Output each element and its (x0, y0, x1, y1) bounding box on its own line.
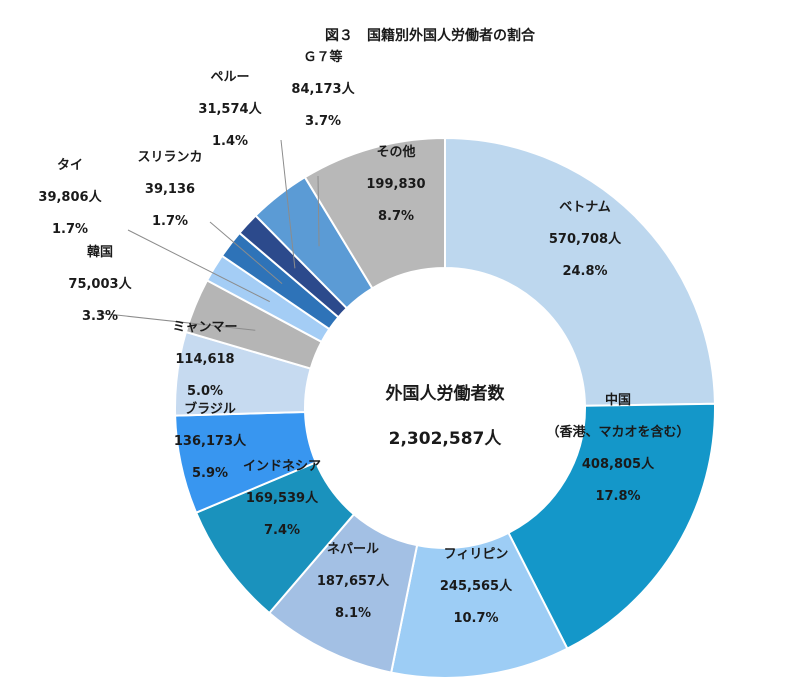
slice-4-count: 187,657人 (317, 573, 390, 589)
slice-12-pct: 3.7% (305, 114, 341, 129)
slice-5-count: 169,539人 (246, 490, 319, 506)
slice-6-label: ブラジル (184, 401, 236, 417)
slice-10-count: 39,136 (145, 182, 195, 197)
slice-2-sublabel: （香港、マカオを含む） (546, 424, 689, 440)
slice-1-label: ベトナム (559, 200, 611, 215)
slice-12-leader-line (317, 175, 320, 247)
slice-13-count: 199,830 (366, 177, 425, 192)
slice-1 (444, 136, 716, 407)
center-label: 外国人労働者数 (386, 383, 506, 404)
slice-12-label: Ｇ７等 (303, 49, 342, 65)
slice-8-label: 韓国 (87, 244, 113, 260)
slice-6-pct: 5.9% (192, 466, 228, 481)
slice-3-pct: 10.7% (453, 611, 498, 626)
slice-13-pct: 8.7% (378, 209, 414, 224)
slice-1-pct: 24.8% (562, 264, 607, 279)
slice-8-pct: 3.3% (82, 309, 118, 324)
slice-9-label: タイ (57, 158, 83, 173)
slice-2-count: 408,805人 (582, 456, 655, 472)
slice-5-pct: 7.4% (264, 523, 300, 538)
slice-8-count: 75,003人 (68, 276, 132, 292)
slice-4-label: ネパール (327, 542, 379, 557)
slice-9-count: 39,806人 (38, 189, 102, 205)
slice-10-leader-line (209, 221, 283, 284)
slice-13 (303, 136, 446, 290)
slice-2-label: 中国 (605, 392, 631, 408)
slice-11-pct: 1.4% (212, 134, 248, 149)
slice-11-leader-line (280, 139, 296, 269)
slice-9-leader-line (127, 229, 270, 303)
slice-8-leader-line (97, 312, 256, 331)
center-value: 2,302,587人 (389, 429, 503, 449)
slice-7-pct: 5.0% (187, 384, 223, 399)
slice-9-pct: 1.7% (52, 222, 88, 237)
slice-3-label: フィリピン (444, 547, 509, 562)
slice-6-count: 136,173人 (174, 433, 247, 449)
slice-11-label: ペルー (210, 70, 249, 85)
slice-2 (507, 402, 716, 651)
slice-10-label: スリランカ (137, 150, 202, 165)
slice-2-pct: 17.8% (595, 489, 640, 504)
slice-7-label: ミャンマー (172, 320, 237, 335)
slice-1-count: 570,708人 (549, 231, 622, 247)
slice-3-count: 245,565人 (440, 578, 513, 594)
chart-title: 図３ 国籍別外国人労働者の割合 (325, 27, 536, 44)
slice-11-count: 31,574人 (198, 101, 262, 117)
slice-10-pct: 1.7% (152, 214, 188, 229)
slice-4-pct: 8.1% (335, 606, 371, 621)
slice-13-label: その他 (376, 144, 415, 160)
slice-7-count: 114,618 (175, 352, 234, 367)
slice-12-count: 84,173人 (291, 81, 355, 97)
slice-5-label: インドネシア (243, 459, 321, 474)
